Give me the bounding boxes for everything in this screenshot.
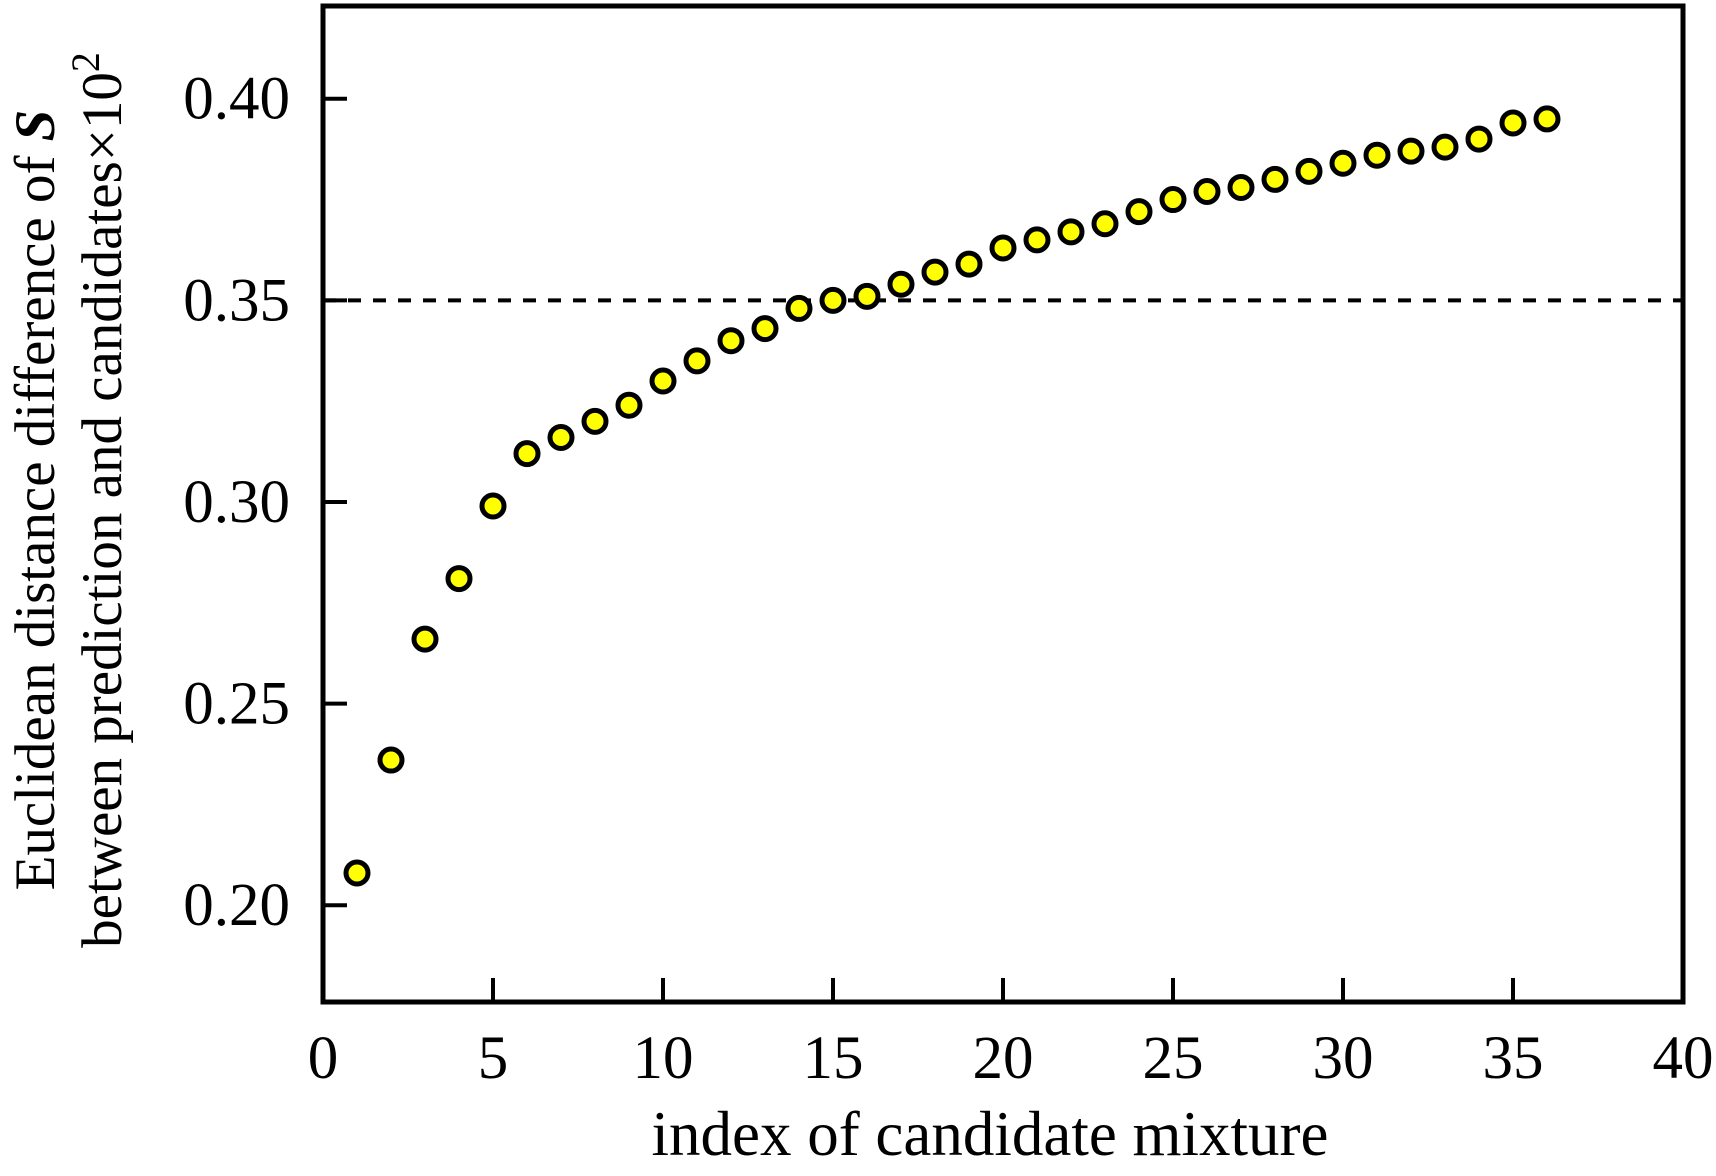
x-tick-label: 25 xyxy=(1143,1025,1204,1092)
x-tick-label: 40 xyxy=(1653,1025,1714,1092)
x-axis-ticks xyxy=(321,978,1685,1000)
x-axis-title: index of candidate mixture xyxy=(651,1099,1328,1169)
data-point xyxy=(1397,137,1425,165)
y-tick-label: 0.30 xyxy=(183,469,290,536)
data-point xyxy=(683,347,711,375)
data-point xyxy=(1023,226,1051,254)
data-point xyxy=(445,565,473,593)
y-axis-title-line1: Euclidean distance difference of S xyxy=(4,110,67,891)
x-axis-tick-labels: 0 5 10 15 20 25 30 35 40 xyxy=(308,1025,1714,1092)
data-points xyxy=(343,105,1561,887)
data-point xyxy=(819,286,847,314)
x-tick-label: 35 xyxy=(1483,1025,1544,1092)
y-axis-title-line2: between prediction and candidates×102 xyxy=(63,52,134,948)
data-point xyxy=(547,423,575,451)
data-point xyxy=(853,282,881,310)
x-tick-label: 5 xyxy=(478,1025,509,1092)
data-point xyxy=(411,625,439,653)
data-point xyxy=(1159,186,1187,214)
data-point xyxy=(1091,210,1119,238)
y-tick-label: 0.40 xyxy=(183,66,290,133)
data-point xyxy=(785,294,813,322)
y-tick-label: 0.20 xyxy=(183,872,290,939)
data-point xyxy=(887,270,915,298)
data-point xyxy=(1363,141,1391,169)
y-tick-label: 0.35 xyxy=(183,267,290,334)
data-point xyxy=(513,440,541,468)
data-point xyxy=(479,492,507,520)
data-point xyxy=(751,315,779,343)
y-axis-ticks xyxy=(325,96,347,908)
data-point xyxy=(1261,165,1289,193)
data-point xyxy=(1499,109,1527,137)
y-axis-tick-labels: 0.20 0.25 0.30 0.35 0.40 xyxy=(183,66,290,939)
data-point xyxy=(1465,125,1493,153)
y-tick-label: 0.25 xyxy=(183,671,290,738)
data-point xyxy=(1227,173,1255,201)
data-point xyxy=(1295,157,1323,185)
data-point xyxy=(1125,198,1153,226)
data-point xyxy=(989,234,1017,262)
data-point xyxy=(717,327,745,355)
data-point xyxy=(1533,105,1561,133)
x-tick-label: 15 xyxy=(803,1025,864,1092)
data-point xyxy=(615,391,643,419)
x-tick-label: 20 xyxy=(973,1025,1034,1092)
data-point xyxy=(1329,149,1357,177)
data-point xyxy=(343,859,371,887)
data-point xyxy=(955,250,983,278)
data-point xyxy=(377,746,405,774)
x-tick-label: 0 xyxy=(308,1025,339,1092)
x-tick-label: 30 xyxy=(1313,1025,1374,1092)
data-point xyxy=(1057,218,1085,246)
data-point xyxy=(921,258,949,286)
x-tick-label: 10 xyxy=(633,1025,694,1092)
data-point xyxy=(1431,133,1459,161)
data-point xyxy=(649,367,677,395)
plot-border xyxy=(320,3,1686,1005)
data-point xyxy=(1193,177,1221,205)
data-point xyxy=(581,407,609,435)
